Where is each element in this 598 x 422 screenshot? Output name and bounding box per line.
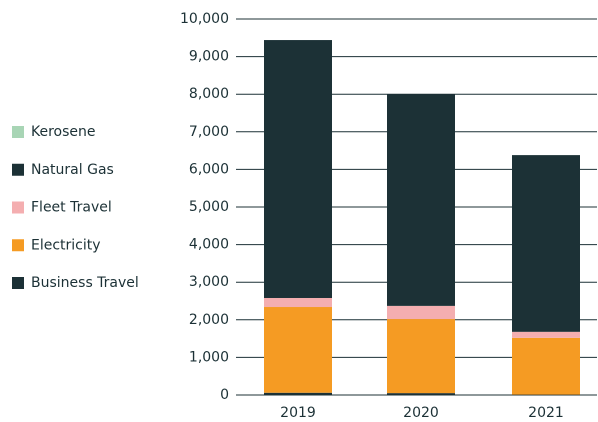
- x-tick-label: 2020: [403, 405, 439, 421]
- y-tick-label: 4,000: [189, 237, 229, 253]
- y-tick-label: 0: [220, 387, 229, 403]
- bar-segment: [264, 297, 332, 308]
- y-tick-label: 6,000: [189, 161, 229, 177]
- bar-segment: [512, 155, 580, 332]
- bar-segment: [387, 393, 455, 395]
- legend-label: Natural Gas: [31, 162, 114, 178]
- y-tick-label: 3,000: [189, 274, 229, 290]
- bar-segment: [387, 319, 455, 394]
- legend-swatch: [12, 126, 24, 138]
- y-tick-label: 1,000: [189, 349, 229, 365]
- y-tick-label: 8,000: [189, 86, 229, 102]
- legend-swatch: [12, 163, 24, 176]
- y-tick-label: 9,000: [189, 49, 229, 65]
- legend-label: Electricity: [31, 237, 101, 253]
- bar-segment: [264, 392, 332, 395]
- y-tick-label: 2,000: [189, 312, 229, 328]
- bar-segment: [512, 331, 580, 338]
- bar-segment: [387, 305, 455, 320]
- legend-label: Business Travel: [31, 275, 139, 291]
- bar-segment: [264, 307, 332, 393]
- x-tick-label: 2019: [280, 405, 316, 421]
- bar-segment: [512, 337, 580, 395]
- legend-swatch: [12, 201, 24, 214]
- bar-segment: [264, 40, 332, 298]
- legend-label: Fleet Travel: [31, 200, 112, 216]
- y-tick-label: 7,000: [189, 124, 229, 140]
- legend-label: Kerosene: [31, 124, 96, 140]
- y-tick-label: 5,000: [189, 199, 229, 215]
- legend-swatch: [12, 239, 24, 252]
- bar-segment: [387, 94, 455, 306]
- x-tick-label: 2021: [528, 405, 564, 421]
- y-tick-label: 10,000: [180, 11, 229, 27]
- legend-swatch: [12, 277, 24, 289]
